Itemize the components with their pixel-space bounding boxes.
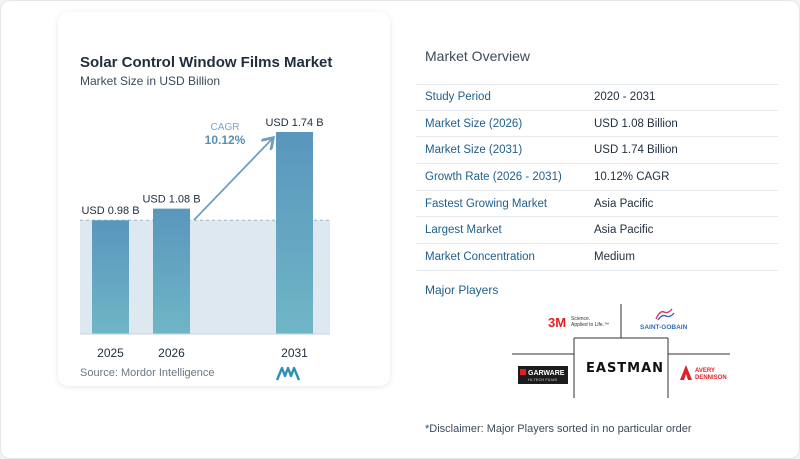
overview-value: Asia Pacific xyxy=(594,197,654,210)
overview-value: Asia Pacific xyxy=(594,224,654,237)
garware-logo-icon: GARWARE HI-TECH FILMS xyxy=(518,366,568,384)
overview-key: Market Size (2026) xyxy=(425,117,523,130)
svg-text:AVERY: AVERY xyxy=(695,368,715,374)
bar-2025 xyxy=(92,220,129,334)
bar-2031 xyxy=(276,132,313,334)
overview-row: Study Period 2020 - 2031 xyxy=(416,84,778,111)
svg-text:3M: 3M xyxy=(548,315,566,330)
bar-chart: USD 0.98 B 2025 USD 1.08 B 2026 USD 1.74 B 20… xyxy=(80,117,330,360)
svg-text:Science.: Science. xyxy=(571,316,590,322)
players-grid-lines xyxy=(512,304,730,398)
overview-key: Market Concentration xyxy=(425,250,535,263)
overview-row: Market Size (2031) USD 1.74 Billion xyxy=(416,137,778,165)
mordor-logo-icon xyxy=(276,366,300,381)
overview-row: Market Size (2026) USD 1.08 Billion xyxy=(416,111,778,138)
overview-value: USD 1.08 Billion xyxy=(594,117,678,130)
avery-dennison-logo-icon: AVERY DENNISON xyxy=(680,365,727,381)
chart-subtitle: Market Size in USD Billion xyxy=(80,74,221,88)
logo-eastman: EASTMAN xyxy=(586,361,665,376)
data-label-2026: USD 1.08 B xyxy=(142,194,200,206)
overview-key: Study Period xyxy=(425,91,491,104)
overview-row: Growth Rate (2026 - 2031) 10.12% CAGR xyxy=(416,164,778,191)
overview-row: Market Concentration Medium xyxy=(416,244,778,271)
market-overview-title: Market Overview xyxy=(425,48,531,64)
overview-key: Fastest Growing Market xyxy=(425,197,548,210)
svg-text:SAINT-GOBAIN: SAINT-GOBAIN xyxy=(640,324,688,331)
bar-2026 xyxy=(153,208,190,334)
logo-3m: 3M Science. Applied to Life.™ xyxy=(548,314,614,335)
overview-value: USD 1.74 Billion xyxy=(594,144,678,157)
saint-gobain-logo-icon: SAINT-GOBAIN xyxy=(640,308,688,331)
logo-garware: GARWARE HI-TECH FILMS xyxy=(518,366,568,389)
logo-avery-dennison: AVERY DENNISON xyxy=(678,362,732,387)
overview-key: Largest Market xyxy=(425,224,502,237)
svg-text:GARWARE: GARWARE xyxy=(528,370,565,377)
overview-value: 10.12% CAGR xyxy=(594,170,670,183)
svg-text:DENNISON: DENNISON xyxy=(695,375,727,381)
logo-saint-gobain: SAINT-GOBAIN xyxy=(638,308,690,337)
major-players-logos: 3M Science. Applied to Life.™ SAINT-GOBA… xyxy=(510,302,732,398)
overview-key: Growth Rate (2026 - 2031) xyxy=(425,170,562,183)
cagr-arrow xyxy=(193,139,272,221)
data-label-2025: USD 0.98 B xyxy=(81,205,139,217)
chart-card: Solar Control Window Films Market Market… xyxy=(58,12,390,386)
major-players-title: Major Players xyxy=(425,283,499,297)
cagr-value: 10.12% xyxy=(205,133,246,147)
3m-logo-icon: 3M Science. Applied to Life.™ xyxy=(548,315,609,330)
disclaimer-text: *Disclaimer: Major Players sorted in no … xyxy=(425,423,692,435)
overview-value: Medium xyxy=(594,250,635,263)
x-tick-2025: 2025 xyxy=(97,346,124,360)
svg-text:Applied to Life.™: Applied to Life.™ xyxy=(571,322,609,328)
cagr-label: CAGR xyxy=(211,122,240,133)
x-tick-2031: 2031 xyxy=(281,346,308,360)
svg-text:HI-TECH FILMS: HI-TECH FILMS xyxy=(528,377,557,382)
overview-row: Largest Market Asia Pacific xyxy=(416,217,778,245)
market-overview-table: Study Period 2020 - 2031 Market Size (2026… xyxy=(416,84,778,271)
chart-title: Solar Control Window Films Market xyxy=(80,54,333,71)
source-text: Source: Mordor Intelligence xyxy=(80,367,215,379)
overview-key: Market Size (2031) xyxy=(425,144,523,157)
overview-row: Fastest Growing Market Asia Pacific xyxy=(416,191,778,218)
x-tick-2026: 2026 xyxy=(158,346,185,360)
data-label-2031: USD 1.74 B xyxy=(265,117,323,129)
overview-value: 2020 - 2031 xyxy=(594,91,656,104)
